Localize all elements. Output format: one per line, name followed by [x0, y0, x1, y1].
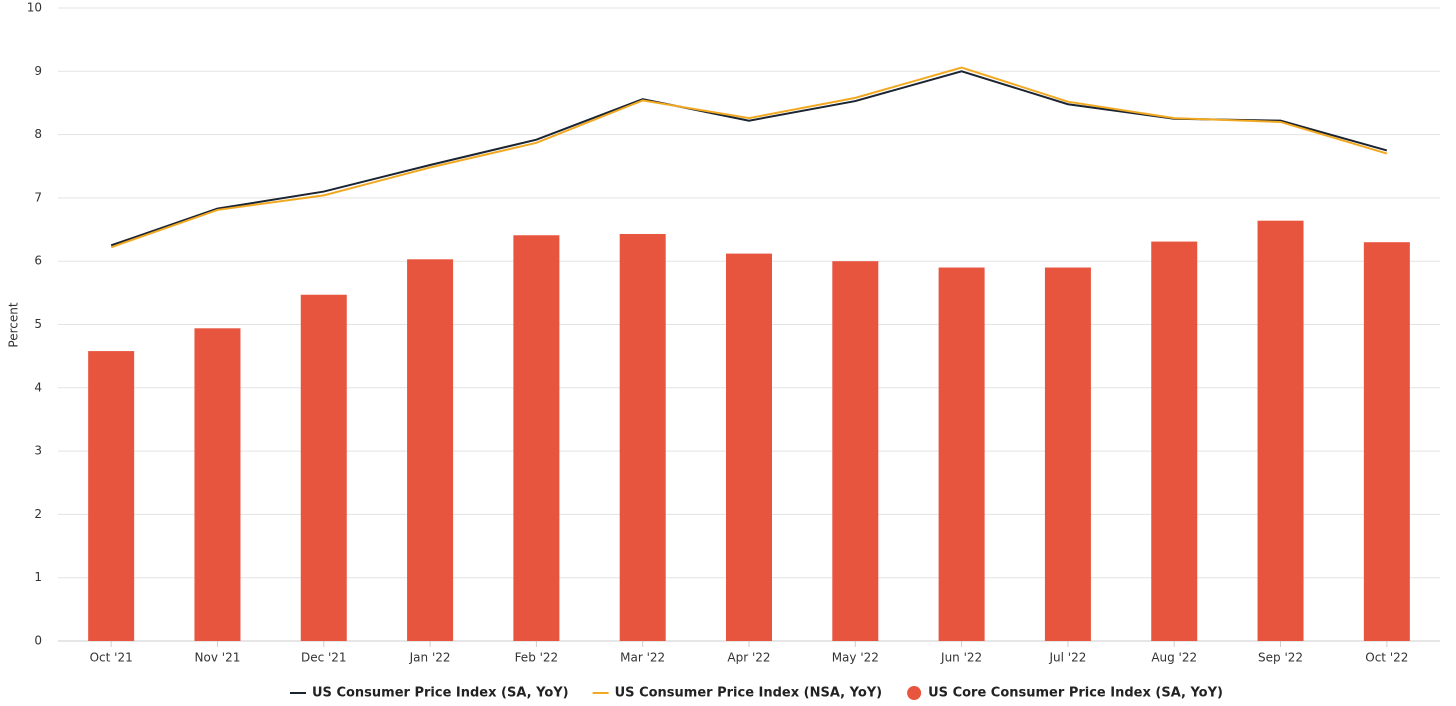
x-tick-label: Nov '21 [195, 651, 241, 665]
bar [407, 259, 454, 641]
bar [1363, 242, 1410, 641]
bar [88, 351, 135, 641]
y-tick-label: 1 [34, 570, 42, 584]
legend: US Consumer Price Index (SA, YoY) US Cons… [290, 686, 1223, 701]
y-tick-label: 0 [34, 634, 42, 648]
bar [513, 235, 560, 641]
bar [194, 328, 241, 641]
y-axis-label: Percent [7, 302, 21, 347]
y-tick-label: 2 [34, 507, 42, 521]
x-tick-label: Apr '22 [727, 651, 770, 665]
x-tick-label: Jan '22 [409, 651, 451, 665]
x-tick-label: Dec '21 [301, 651, 347, 665]
x-tick-label: Jul '22 [1048, 651, 1086, 665]
bar [619, 233, 666, 641]
bar [832, 261, 879, 641]
x-tick-label: Feb '22 [515, 651, 559, 665]
legend-label: US Consumer Price Index (SA, YoY) [312, 686, 569, 701]
x-tick-label: Sep '22 [1258, 651, 1303, 665]
bar [1044, 267, 1091, 641]
y-tick-label: 4 [34, 380, 42, 394]
y-tick-label: 8 [34, 127, 42, 141]
y-tick-label: 5 [34, 317, 42, 331]
bar [726, 253, 772, 641]
legend-label: US Core Consumer Price Index (SA, YoY) [928, 686, 1223, 701]
y-tick-label: 3 [34, 444, 42, 458]
y-tick-label: 9 [34, 64, 42, 78]
y-tick-label: 7 [34, 190, 42, 204]
bar [1151, 241, 1198, 641]
x-tick-label: Mar '22 [620, 651, 665, 665]
legend-swatch [907, 686, 922, 700]
line [110, 66, 1388, 249]
x-tick-label: Oct '22 [1365, 651, 1408, 665]
x-tick-label: May '22 [832, 651, 879, 665]
x-tick-label: Jun '22 [940, 651, 982, 665]
bar [938, 267, 985, 641]
bar [1257, 220, 1304, 642]
line [110, 70, 1388, 247]
legend-label: US Consumer Price Index (NSA, YoY) [615, 686, 883, 701]
x-tick-label: Aug '22 [1151, 651, 1197, 665]
bar [300, 294, 347, 641]
y-tick-label: 6 [34, 254, 42, 268]
x-tick-label: Oct '21 [90, 651, 133, 665]
y-tick-label: 10 [27, 1, 42, 15]
